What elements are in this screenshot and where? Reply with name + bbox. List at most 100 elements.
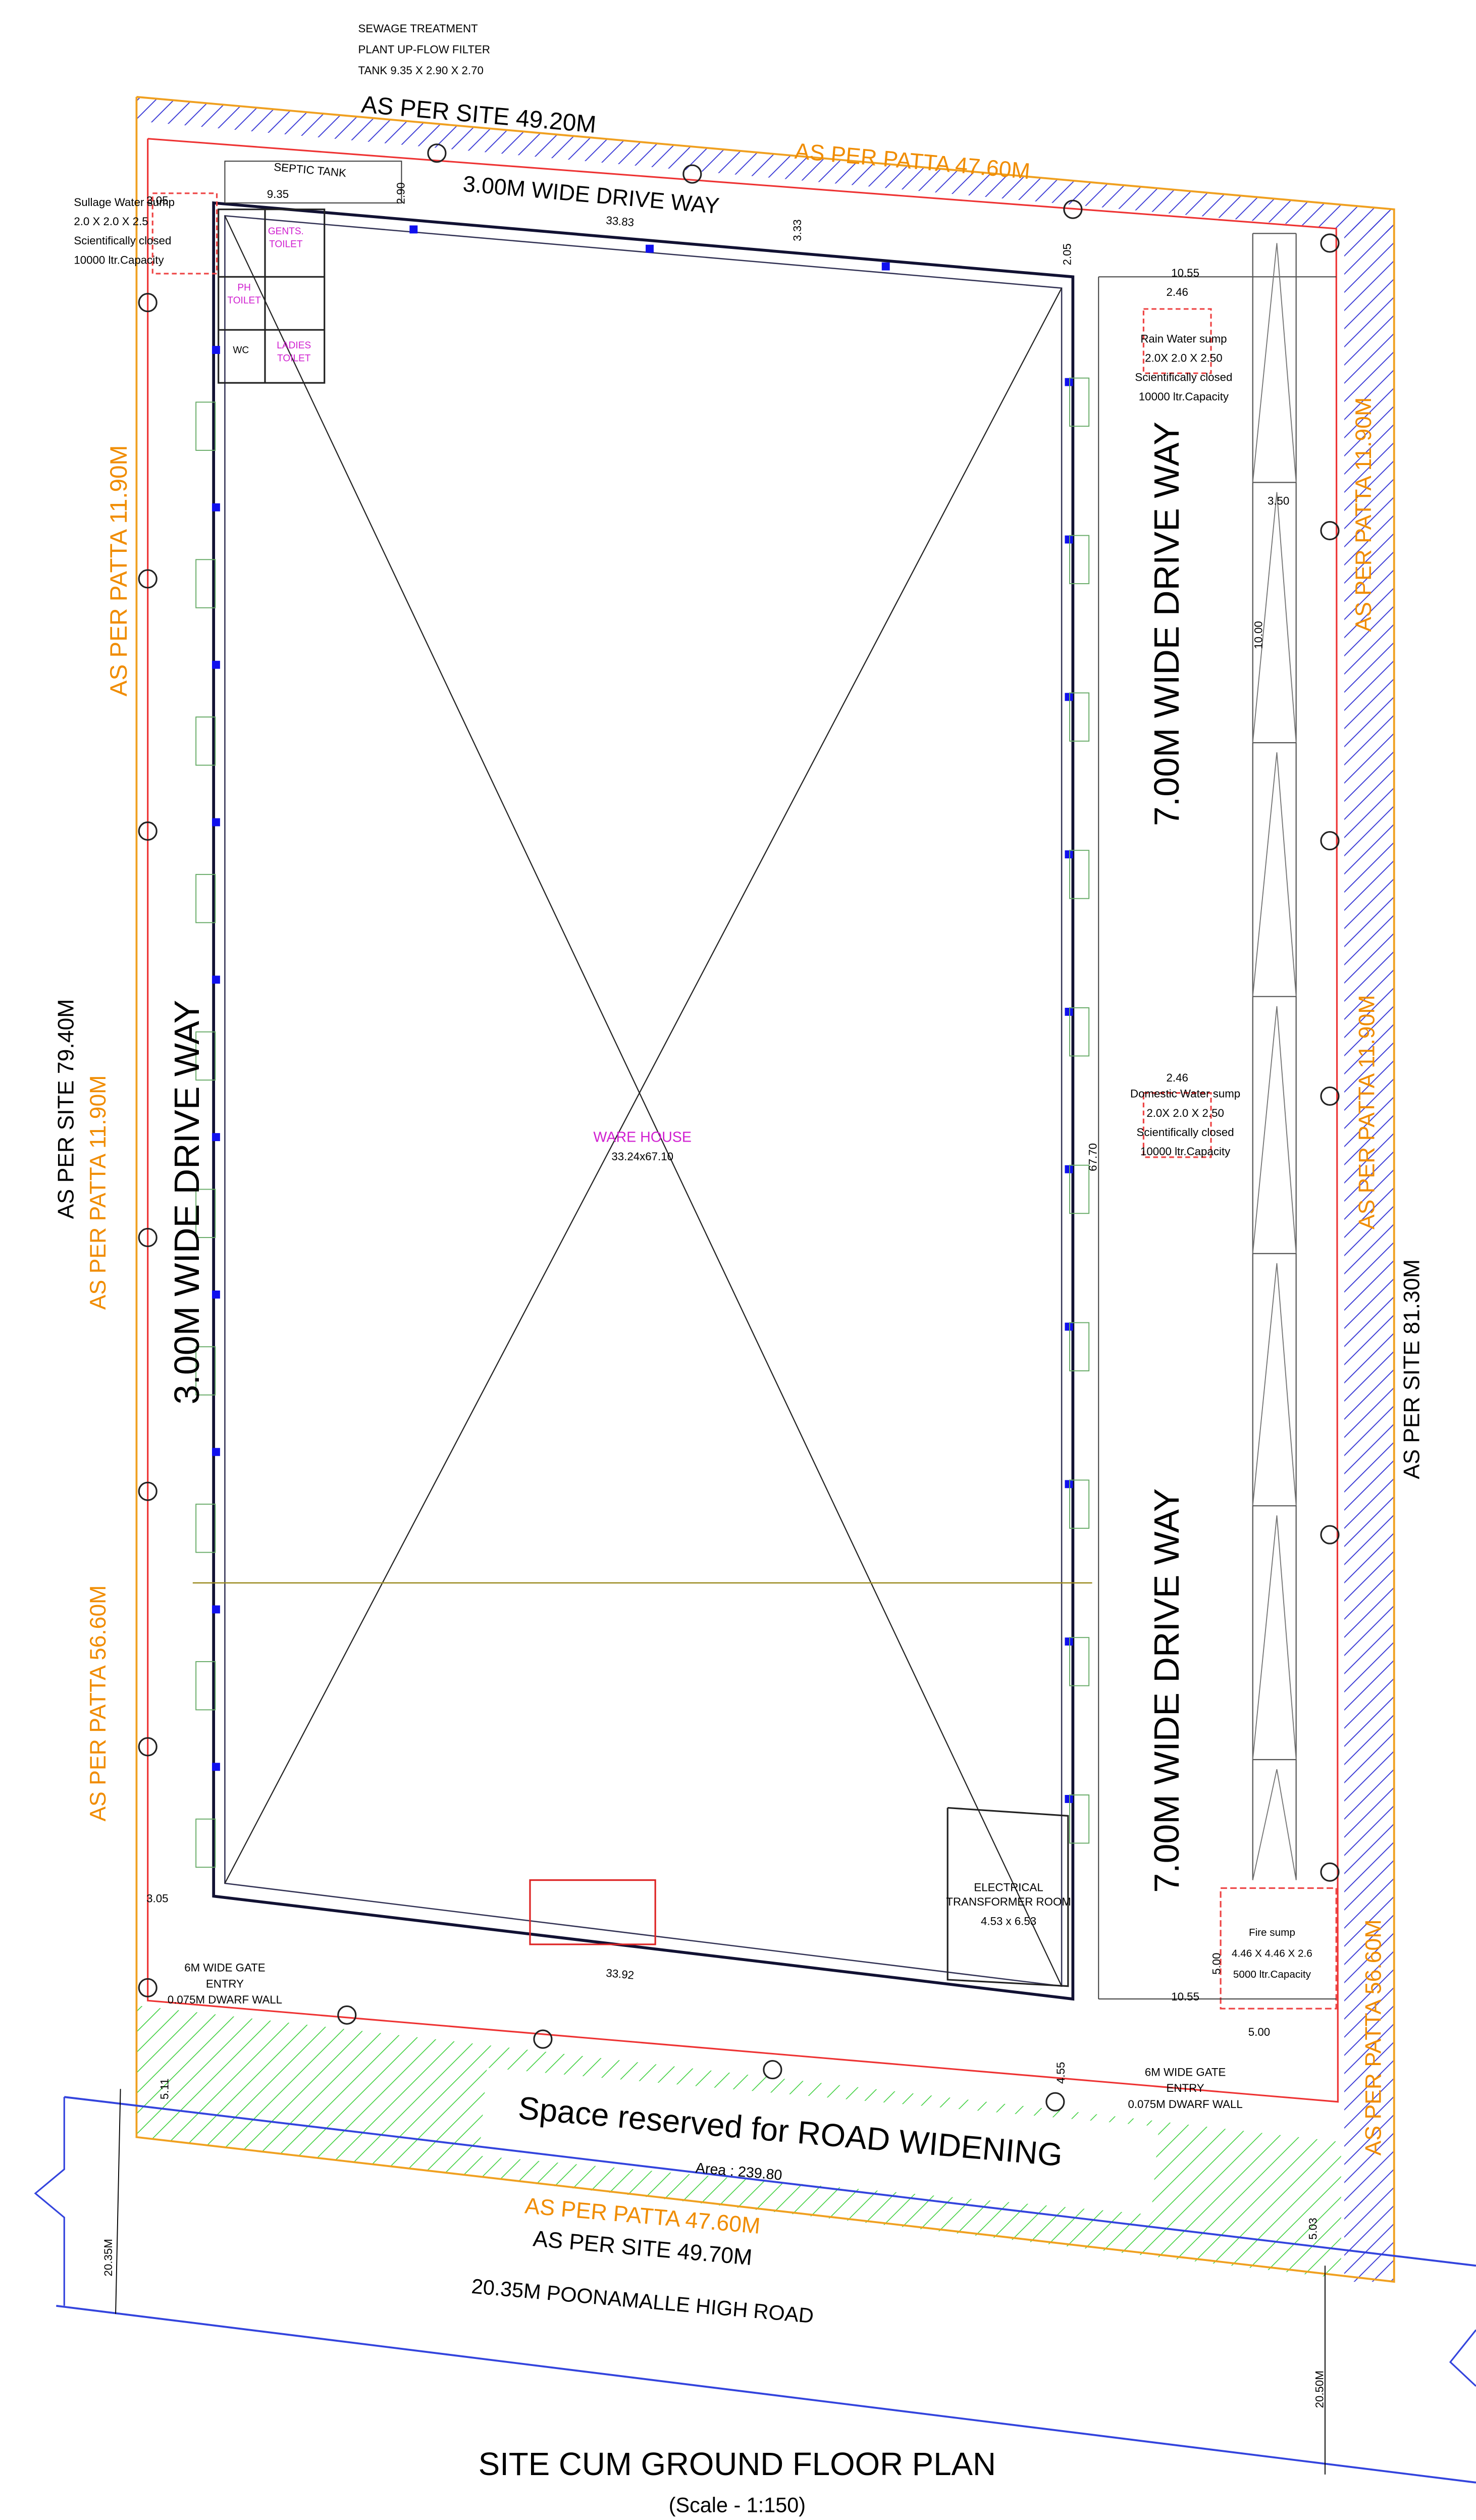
dimension: 3.05 — [146, 194, 168, 207]
column — [212, 975, 220, 984]
column — [646, 245, 654, 253]
note: TANK 9.35 X 2.90 X 2.70 — [358, 64, 484, 77]
note: ENTRY — [206, 1977, 244, 1990]
label: 20.35M — [102, 2239, 115, 2276]
column — [212, 818, 220, 827]
column — [1065, 536, 1073, 544]
column — [1065, 378, 1073, 386]
column — [1065, 850, 1073, 858]
note: 0.075M DWARF WALL — [168, 1993, 282, 2006]
label: AS PER PATTA 56.60M — [1361, 1920, 1386, 2156]
note: SEWAGE TREATMENT — [358, 22, 479, 35]
label: 7.00M WIDE DRIVE WAY — [1147, 1488, 1186, 1893]
tree — [534, 2030, 552, 2048]
column — [212, 346, 220, 354]
label: AS PER PATTA 11.90M — [106, 445, 132, 697]
dimension: 10.55 — [1171, 1990, 1199, 2003]
note: 2.0X 2.0 X 2.50 — [1145, 351, 1223, 364]
label: WARE HOUSE — [593, 1129, 692, 1145]
label: 3.00M WIDE DRIVE WAY — [167, 1000, 206, 1404]
column — [1065, 1323, 1073, 1331]
label: WC — [233, 345, 249, 356]
label: AS PER PATTA 56.60M — [86, 1585, 111, 1822]
note: Fire sump — [1249, 1927, 1295, 1938]
column — [212, 1606, 220, 1614]
dimension: 5.00 — [1210, 1952, 1223, 1974]
subtitle: (Scale - 1:150) — [669, 2493, 806, 2516]
note: ELECTRICAL — [974, 1881, 1043, 1893]
note: 4.53 x 6.53 — [981, 1915, 1036, 1927]
column — [212, 1133, 220, 1141]
parking-bay — [1253, 752, 1296, 997]
label: 20.35M POONAMALLE HIGH ROAD — [470, 2275, 815, 2328]
break-symbol — [35, 2097, 64, 2306]
tree — [1321, 1087, 1339, 1105]
label: AS PER PATTA 11.90M — [1355, 995, 1380, 1229]
diagonal — [225, 288, 1062, 1883]
parking-bay — [1253, 1769, 1296, 1880]
label: 33.24x67.10 — [611, 1150, 673, 1163]
parking-bay — [1253, 1515, 1296, 1760]
note: 2.0 X 2.0 X 2.5 — [74, 215, 148, 228]
note: TRANSFORMER ROOM — [946, 1895, 1071, 1908]
note: Scientifically closed — [1135, 371, 1232, 384]
column — [1065, 1165, 1073, 1173]
column — [212, 1448, 220, 1456]
label: GENTS. — [268, 226, 304, 237]
note: ENTRY — [1167, 2082, 1204, 2094]
title: SITE CUM GROUND FLOOR PLAN — [479, 2446, 996, 2482]
dimension: 5.00 — [1248, 2026, 1270, 2038]
note: Rain Water sump — [1140, 332, 1227, 345]
parking-bay — [1253, 243, 1296, 482]
label: SEPTIC TANK — [273, 161, 347, 179]
tree — [338, 2006, 356, 2024]
note: 2.0X 2.0 X 2.50 — [1146, 1107, 1224, 1119]
site-plan: SEWAGE TREATMENT PLANT UP-FLOW FILTER TANK… — [0, 0, 1476, 2520]
column — [212, 1763, 220, 1771]
label: LADIES — [277, 340, 311, 351]
note: 6M WIDE GATE — [184, 1962, 265, 1974]
tree — [1321, 1863, 1339, 1881]
dimension: 5.03 — [1307, 2218, 1320, 2239]
label: TOILET — [277, 353, 311, 364]
column — [1065, 693, 1073, 701]
note: Scientifically closed — [1137, 1126, 1234, 1139]
column — [882, 263, 890, 271]
note: 5000 ltr.Capacity — [1233, 1969, 1311, 1980]
note: 10000 ltr.Capacity — [1140, 1145, 1231, 1158]
dimension: 33.83 — [605, 214, 635, 229]
note: 10000 ltr.Capacity — [74, 253, 164, 266]
column — [1065, 1480, 1073, 1488]
dimension: 67.70 — [1087, 1143, 1099, 1171]
parking-bay — [1253, 1006, 1296, 1254]
label: PH — [237, 283, 251, 293]
label: AS PER PATTA 11.90M — [1351, 397, 1376, 632]
dimension: 10.00 — [1252, 621, 1264, 649]
label: 20.50M — [1313, 2371, 1326, 2408]
diagonal — [225, 216, 1062, 1986]
dimension: 33.92 — [605, 1967, 635, 1982]
label: 7.00M WIDE DRIVE WAY — [1147, 422, 1186, 826]
dimension: 2.46 — [1167, 1071, 1188, 1084]
note: PLANT UP-FLOW FILTER — [358, 43, 490, 56]
parking-bay — [1253, 492, 1296, 743]
dimension: 2.05 — [1061, 243, 1074, 265]
note: 4.46 X 4.46 X 2.6 — [1232, 1947, 1312, 1959]
tree — [1321, 1526, 1339, 1544]
label: TOILET — [269, 239, 303, 250]
dimension: 3.05 — [146, 1892, 168, 1905]
note: 10000 ltr.Capacity — [1139, 390, 1229, 403]
tree — [764, 2061, 781, 2079]
dimension: 2.46 — [1167, 286, 1188, 298]
column — [1065, 1008, 1073, 1016]
dimension: 3.50 — [1268, 495, 1289, 507]
label: AS PER SITE 81.30M — [1400, 1259, 1425, 1479]
staircase — [530, 1880, 655, 1944]
note: Domestic Water sump — [1130, 1088, 1240, 1100]
label: TOILET — [227, 295, 261, 306]
note: Scientifically closed — [74, 234, 171, 247]
dimension: 10.55 — [1171, 267, 1199, 279]
column — [1065, 1795, 1073, 1803]
dimension: 9.35 — [267, 188, 289, 200]
label: AS PER SITE 79.40M — [54, 999, 78, 1219]
